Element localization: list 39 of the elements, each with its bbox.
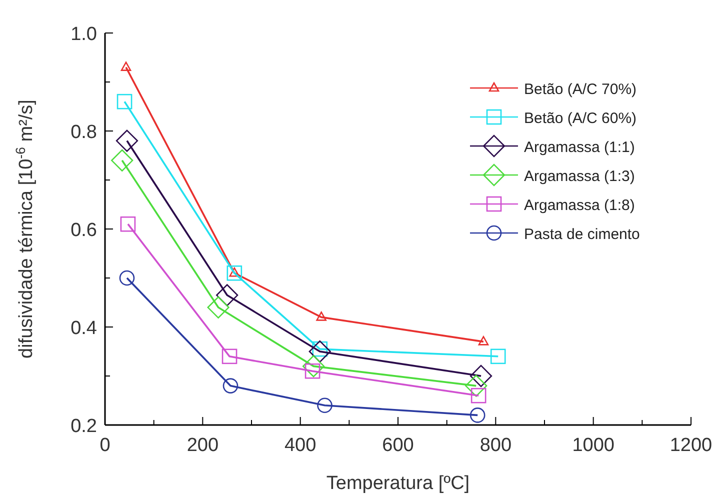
point (111, 149, 134, 172)
legend-label: Argamassa (1:8) (524, 197, 635, 214)
point (120, 216, 136, 232)
point (316, 312, 326, 321)
x-axis-title: Temperatura [ºC] (326, 473, 470, 494)
legend-label: Betão (A/C 60%) (524, 110, 637, 127)
point (226, 265, 242, 281)
y-tick-label: 0.4 (70, 318, 98, 339)
point (119, 270, 135, 286)
point (470, 364, 492, 388)
point (120, 62, 132, 71)
point (470, 388, 486, 404)
x-tick-label: 0 (100, 435, 110, 456)
x-tick-label: 1000 (572, 435, 614, 456)
legend-label: Argamassa (1:3) (524, 168, 635, 185)
point (317, 398, 332, 414)
y-tick-label: 0.6 (70, 220, 97, 241)
legend-label: Pasta de cimento (524, 226, 640, 243)
x-tick-label: 600 (382, 435, 414, 456)
legend-label: Argamassa (1:1) (524, 139, 635, 156)
x-tick-label: 400 (284, 435, 316, 456)
point (490, 348, 506, 364)
point (222, 348, 238, 364)
point (207, 296, 230, 318)
point (116, 94, 132, 110)
point (222, 378, 238, 394)
legend-label: Betão (A/C 70%) (524, 81, 637, 98)
point (465, 374, 488, 397)
y-tick-label: 1.0 (70, 24, 97, 45)
point (308, 340, 331, 363)
point (478, 336, 489, 346)
point (302, 355, 325, 378)
point (116, 130, 138, 152)
point (470, 408, 486, 423)
y-tick-label: 0.8 (70, 122, 97, 143)
x-tick-label: 200 (186, 435, 219, 456)
x-tick-label: 800 (480, 435, 512, 456)
x-tick-label: 1200 (670, 435, 712, 456)
y-tick-label: 0.2 (70, 416, 97, 437)
